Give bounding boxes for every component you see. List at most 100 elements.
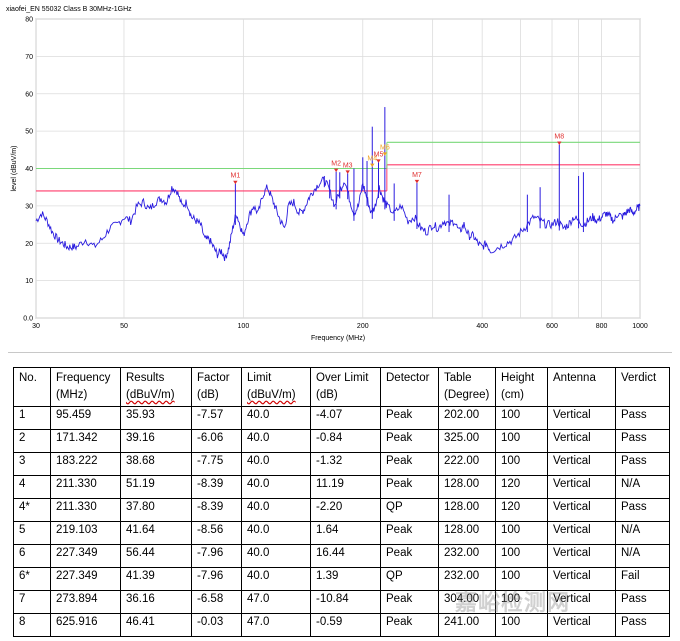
- table-cell: -7.75: [191, 452, 242, 476]
- table-cell: 6*: [13, 567, 51, 591]
- column-header: Detector: [380, 367, 439, 407]
- table-cell: 120: [495, 475, 548, 499]
- column-header: Antenna: [547, 367, 616, 407]
- table-row: 1 95.459 35.93 -7.57 40.0 -4.07 Peak 202.00 100 V…: [13, 406, 670, 430]
- table-cell: 100: [495, 406, 548, 430]
- column-header: Table (Degree): [438, 367, 496, 407]
- table-cell: 211.330: [50, 475, 121, 499]
- table-cell: -6.06: [191, 429, 242, 453]
- table-cell: 2: [13, 429, 51, 453]
- table-cell: 4: [13, 475, 51, 499]
- x-tick-label: 800: [596, 323, 608, 330]
- results-table: No. Frequency (MHz) Results (dBuV/m) Factor (d…: [13, 367, 670, 637]
- table-cell: -0.84: [310, 429, 381, 453]
- y-tick-label: 20: [25, 241, 33, 248]
- table-cell: 232.00: [438, 544, 496, 568]
- table-cell: 16.44: [310, 544, 381, 568]
- table-cell: 40.0: [241, 406, 311, 430]
- table-cell: Vertical: [547, 613, 616, 637]
- table-cell: Vertical: [547, 475, 616, 499]
- column-header-unit: (dBuV/m): [126, 389, 175, 401]
- column-header-title: Table: [444, 372, 472, 384]
- table-cell: QP: [380, 498, 439, 522]
- table-cell: Pass: [615, 452, 670, 476]
- x-tick-label: 200: [357, 323, 369, 330]
- table-cell: 100: [495, 544, 548, 568]
- table-cell: 273.894: [50, 590, 121, 614]
- table-row: 3 183.222 38.68 -7.75 40.0 -1.32 Peak 222.00 100…: [13, 452, 670, 476]
- emission-chart: xiaofei_EN 55032 Class B 30MHz-1GHz 0.0 10…: [6, 6, 648, 342]
- column-header-title: Results: [126, 372, 165, 384]
- column-header-unit: (cm): [501, 389, 524, 401]
- column-header-unit: (MHz): [56, 389, 88, 401]
- table-cell: 6: [13, 544, 51, 568]
- table-cell: 100: [495, 429, 548, 453]
- table-cell: N/A: [615, 544, 670, 568]
- table-cell: 46.41: [120, 613, 192, 637]
- table-cell: 37.80: [120, 498, 192, 522]
- table-cell: Peak: [380, 544, 439, 568]
- table-cell: 120: [495, 498, 548, 522]
- marker-triangle: [414, 179, 420, 184]
- table-cell: -7.57: [191, 406, 242, 430]
- column-header: Frequency (MHz): [50, 367, 121, 407]
- table-body: 1 95.459 35.93 -7.57 40.0 -4.07 Peak 202.00 100 V…: [13, 406, 670, 637]
- table-cell: 40.0: [241, 544, 311, 568]
- table-cell: 40.0: [241, 475, 311, 499]
- column-header: Factor (dB): [191, 367, 242, 407]
- table-cell: 39.16: [120, 429, 192, 453]
- table-cell: 3: [13, 452, 51, 476]
- y-tick-label: 40: [25, 166, 33, 173]
- table-row: 4* 211.330 37.80 -8.39 40.0 -2.20 QP 128.00 120 V…: [13, 498, 670, 522]
- column-header-title: Factor: [197, 372, 230, 384]
- table-cell: N/A: [615, 475, 670, 499]
- table-cell: Vertical: [547, 452, 616, 476]
- column-header-unit: (Degree): [444, 389, 490, 401]
- x-tick-label: 100: [238, 323, 250, 330]
- table-cell: Fail: [615, 567, 670, 591]
- table-cell: 1.64: [310, 521, 381, 545]
- table-cell: Pass: [615, 429, 670, 453]
- table-cell: 100: [495, 613, 548, 637]
- table-cell: 36.16: [120, 590, 192, 614]
- table-cell: -4.07: [310, 406, 381, 430]
- table-cell: -0.59: [310, 613, 381, 637]
- table-cell: Peak: [380, 475, 439, 499]
- column-header-unit: (dB): [316, 389, 338, 401]
- x-tick-label: 1000: [632, 323, 648, 330]
- table-cell: 1: [13, 406, 51, 430]
- table-cell: Vertical: [547, 429, 616, 453]
- table-row: 5 219.103 41.64 -8.56 40.0 1.64 Peak 128.00 100 V…: [13, 521, 670, 545]
- table-cell: 219.103: [50, 521, 121, 545]
- marker-label: M7: [412, 172, 422, 179]
- table-cell: 41.64: [120, 521, 192, 545]
- marker-triangle: [382, 152, 388, 156]
- table-cell: 38.68: [120, 452, 192, 476]
- marker-triangle: [376, 159, 381, 163]
- table-cell: 183.222: [50, 452, 121, 476]
- x-tick-label: 30: [32, 323, 40, 330]
- table-cell: 40.0: [241, 521, 311, 545]
- y-tick-label: 50: [25, 129, 33, 136]
- table-cell: 128.00: [438, 521, 496, 545]
- chart-svg: xiaofei_EN 55032 Class B 30MHz-1GHz 0.0 10…: [6, 6, 648, 342]
- column-header-title: Over Limit: [316, 372, 369, 384]
- chart-header-text: xiaofei_EN 55032 Class B 30MHz-1GHz: [6, 6, 132, 13]
- column-header-unit: (dBuV/m): [247, 389, 296, 401]
- marker-label: M2: [331, 161, 341, 168]
- table-cell: -10.84: [310, 590, 381, 614]
- table-cell: 625.916: [50, 613, 121, 637]
- column-header-title: No.: [19, 372, 37, 384]
- table-cell: -7.96: [191, 567, 242, 591]
- y-tick-label: 10: [25, 278, 33, 285]
- marker-triangle: [333, 168, 339, 173]
- column-header-title: Frequency: [56, 372, 111, 384]
- table-cell: 47.0: [241, 613, 311, 637]
- table-cell: 128.00: [438, 498, 496, 522]
- column-header: No.: [13, 367, 51, 407]
- table-cell: 232.00: [438, 567, 496, 591]
- table-cell: 40.0: [241, 429, 311, 453]
- column-header-title: Limit: [247, 372, 272, 384]
- table-cell: -8.39: [191, 498, 242, 522]
- table-cell: Vertical: [547, 544, 616, 568]
